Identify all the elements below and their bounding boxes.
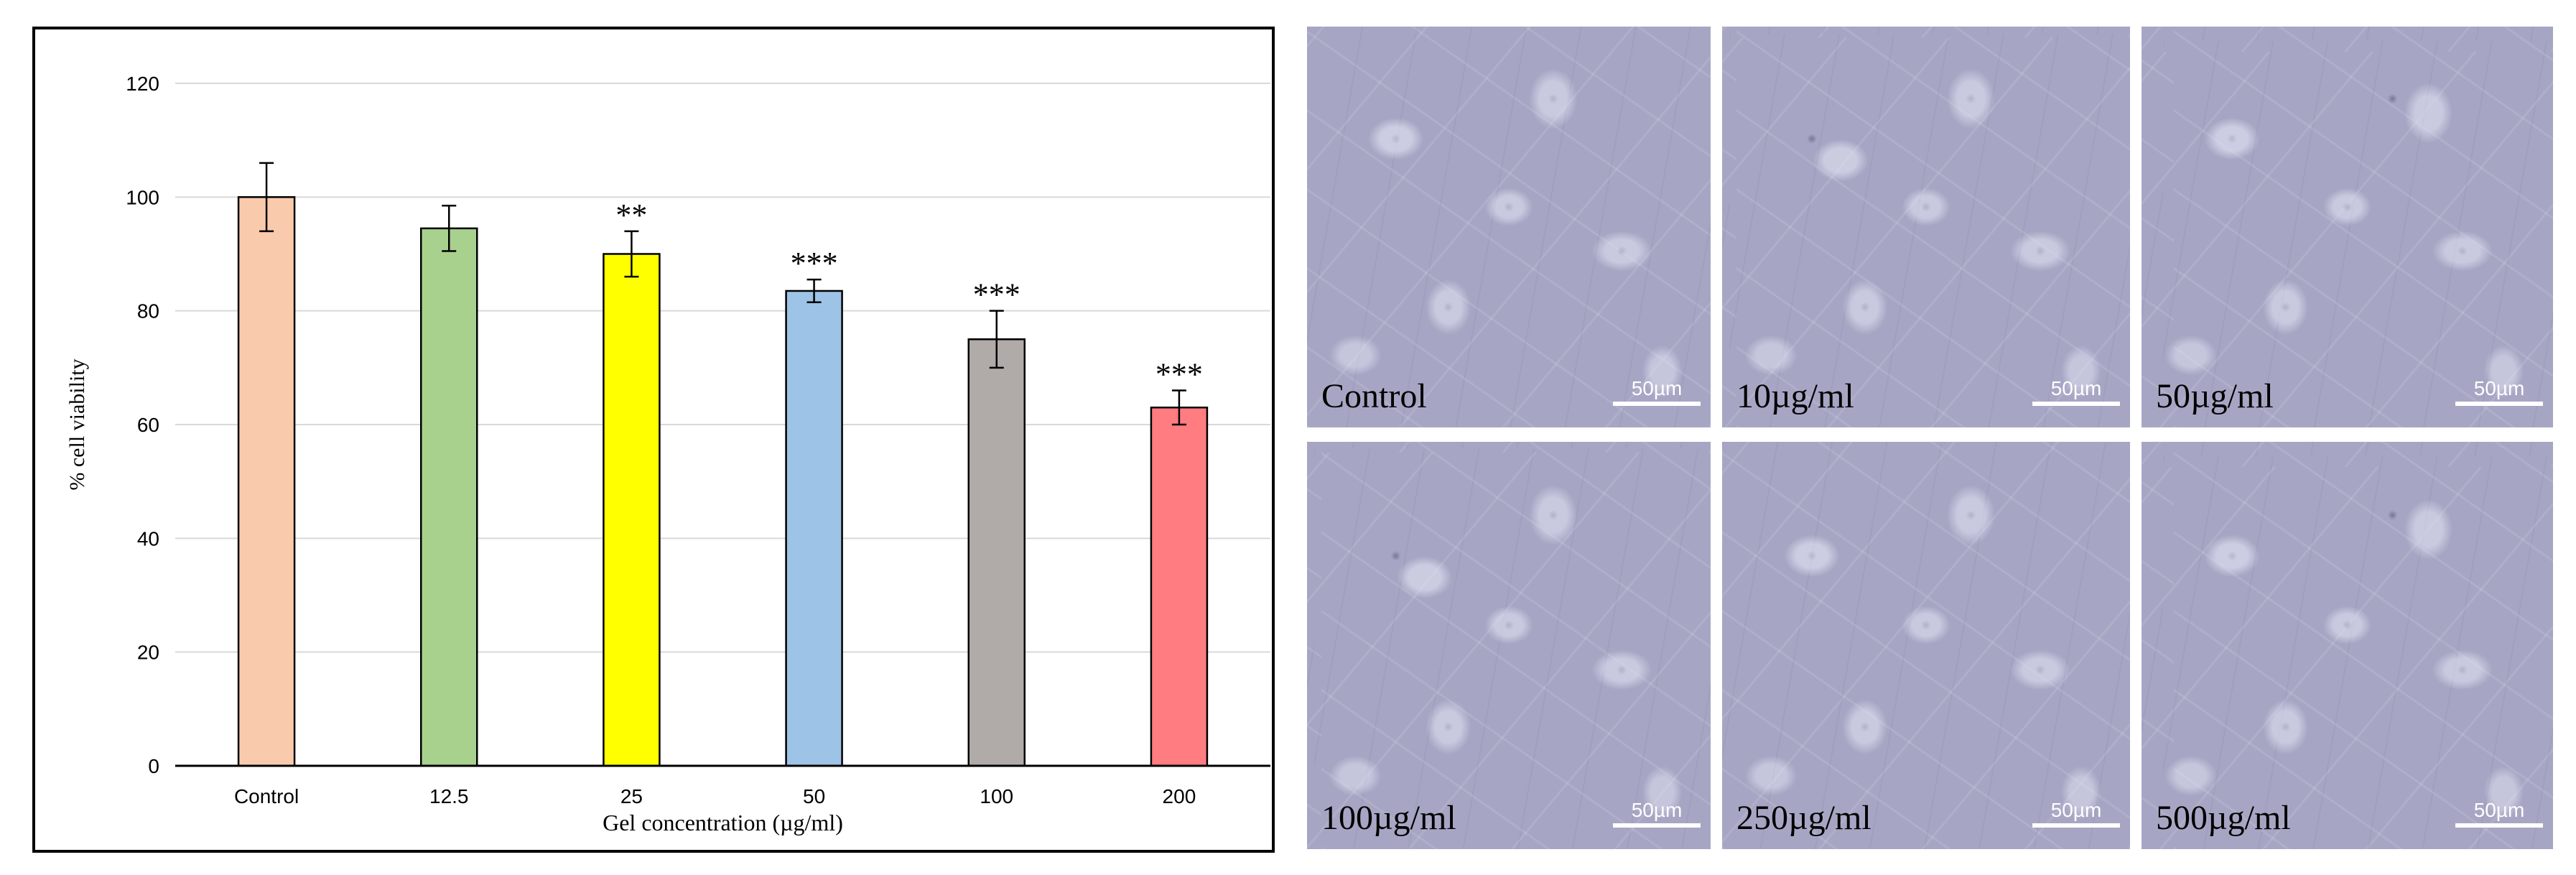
significance-marker: *** (973, 277, 1020, 312)
error-bars (259, 162, 1186, 426)
x-axis-label: Gel concentration (µg/ml) (603, 810, 843, 835)
bar-3 (603, 253, 661, 767)
scale-bar (2455, 402, 2543, 406)
significance-markers: *********** (615, 198, 1202, 392)
scale-bar (2032, 823, 2120, 828)
x-tick-label: 25 (620, 785, 643, 807)
scale-bar-label: 50µm (1631, 799, 1683, 821)
bars (237, 196, 1209, 767)
scale-bar-label: 50µm (2473, 377, 2525, 399)
scale-bar-label: 50µm (1631, 377, 1683, 399)
micrograph-label: Control (1321, 377, 1427, 415)
y-tick-label: 80 (137, 300, 159, 323)
bar-5 (967, 338, 1026, 767)
bar-1 (237, 196, 296, 767)
y-tick-label: 60 (137, 414, 159, 436)
scale-bar-label: 50µm (2050, 799, 2102, 821)
micrograph-control: Control 50µm (1307, 27, 1711, 427)
micrograph-label: 10µg/ml (1736, 377, 1854, 415)
micrograph-label: 50µg/ml (2156, 377, 2274, 415)
x-tick-label: 200 (1163, 785, 1196, 807)
y-axis-label: % cell viability (65, 358, 89, 490)
y-tick-label: 120 (126, 73, 159, 95)
micrograph-label: 500µg/ml (2156, 799, 2291, 837)
bar-6 (1150, 407, 1209, 767)
significance-marker: ** (615, 198, 647, 233)
micrograph-50: 50µg/ml 50µm (2142, 27, 2553, 427)
micrograph-10: 10µg/ml 50µm (1722, 27, 2130, 427)
micrograph-500: 500µg/ml 50µm (2142, 442, 2553, 849)
x-tick-label: 12.5 (429, 785, 469, 807)
scale-bar-label: 50µm (2050, 377, 2102, 399)
y-axis-ticks: 0 20 40 60 80 100 120 (126, 73, 159, 777)
significance-marker: *** (791, 246, 838, 281)
micrograph-label: 100µg/ml (1321, 799, 1456, 837)
bar-chart-panel: 0 20 40 60 80 100 120 ** *** *** *** Control 12.5 2… (32, 27, 1275, 853)
grid-lines (175, 83, 1270, 653)
y-tick-label: 40 (137, 527, 159, 550)
x-tick-label: 50 (803, 785, 825, 807)
micrograph-label: 250µg/ml (1736, 799, 1871, 837)
micrograph-250: 250µg/ml 50µm (1722, 442, 2130, 849)
micrograph-grid: Control 50µm 10µg/ml 50µm 50µg/ml 50µm 1… (1307, 27, 2553, 849)
bar-4 (785, 290, 843, 767)
y-tick-label: 100 (126, 186, 159, 208)
y-tick-label: 20 (137, 642, 159, 664)
y-tick-label: 0 (148, 755, 159, 777)
scale-bar (2032, 402, 2120, 406)
x-tick-label: Control (234, 785, 299, 807)
x-tick-label: 100 (980, 785, 1013, 807)
micrograph-100: 100µg/ml 50µm (1307, 442, 1711, 849)
scale-bar (1613, 402, 1701, 406)
bar-2 (420, 227, 478, 767)
x-axis-ticks: Control 12.5 25 50 100 200 (234, 785, 1196, 807)
scale-bar (2455, 823, 2543, 828)
scale-bar-label: 50µm (2473, 799, 2525, 821)
scale-bar (1613, 823, 1701, 828)
significance-marker: *** (1156, 357, 1203, 392)
